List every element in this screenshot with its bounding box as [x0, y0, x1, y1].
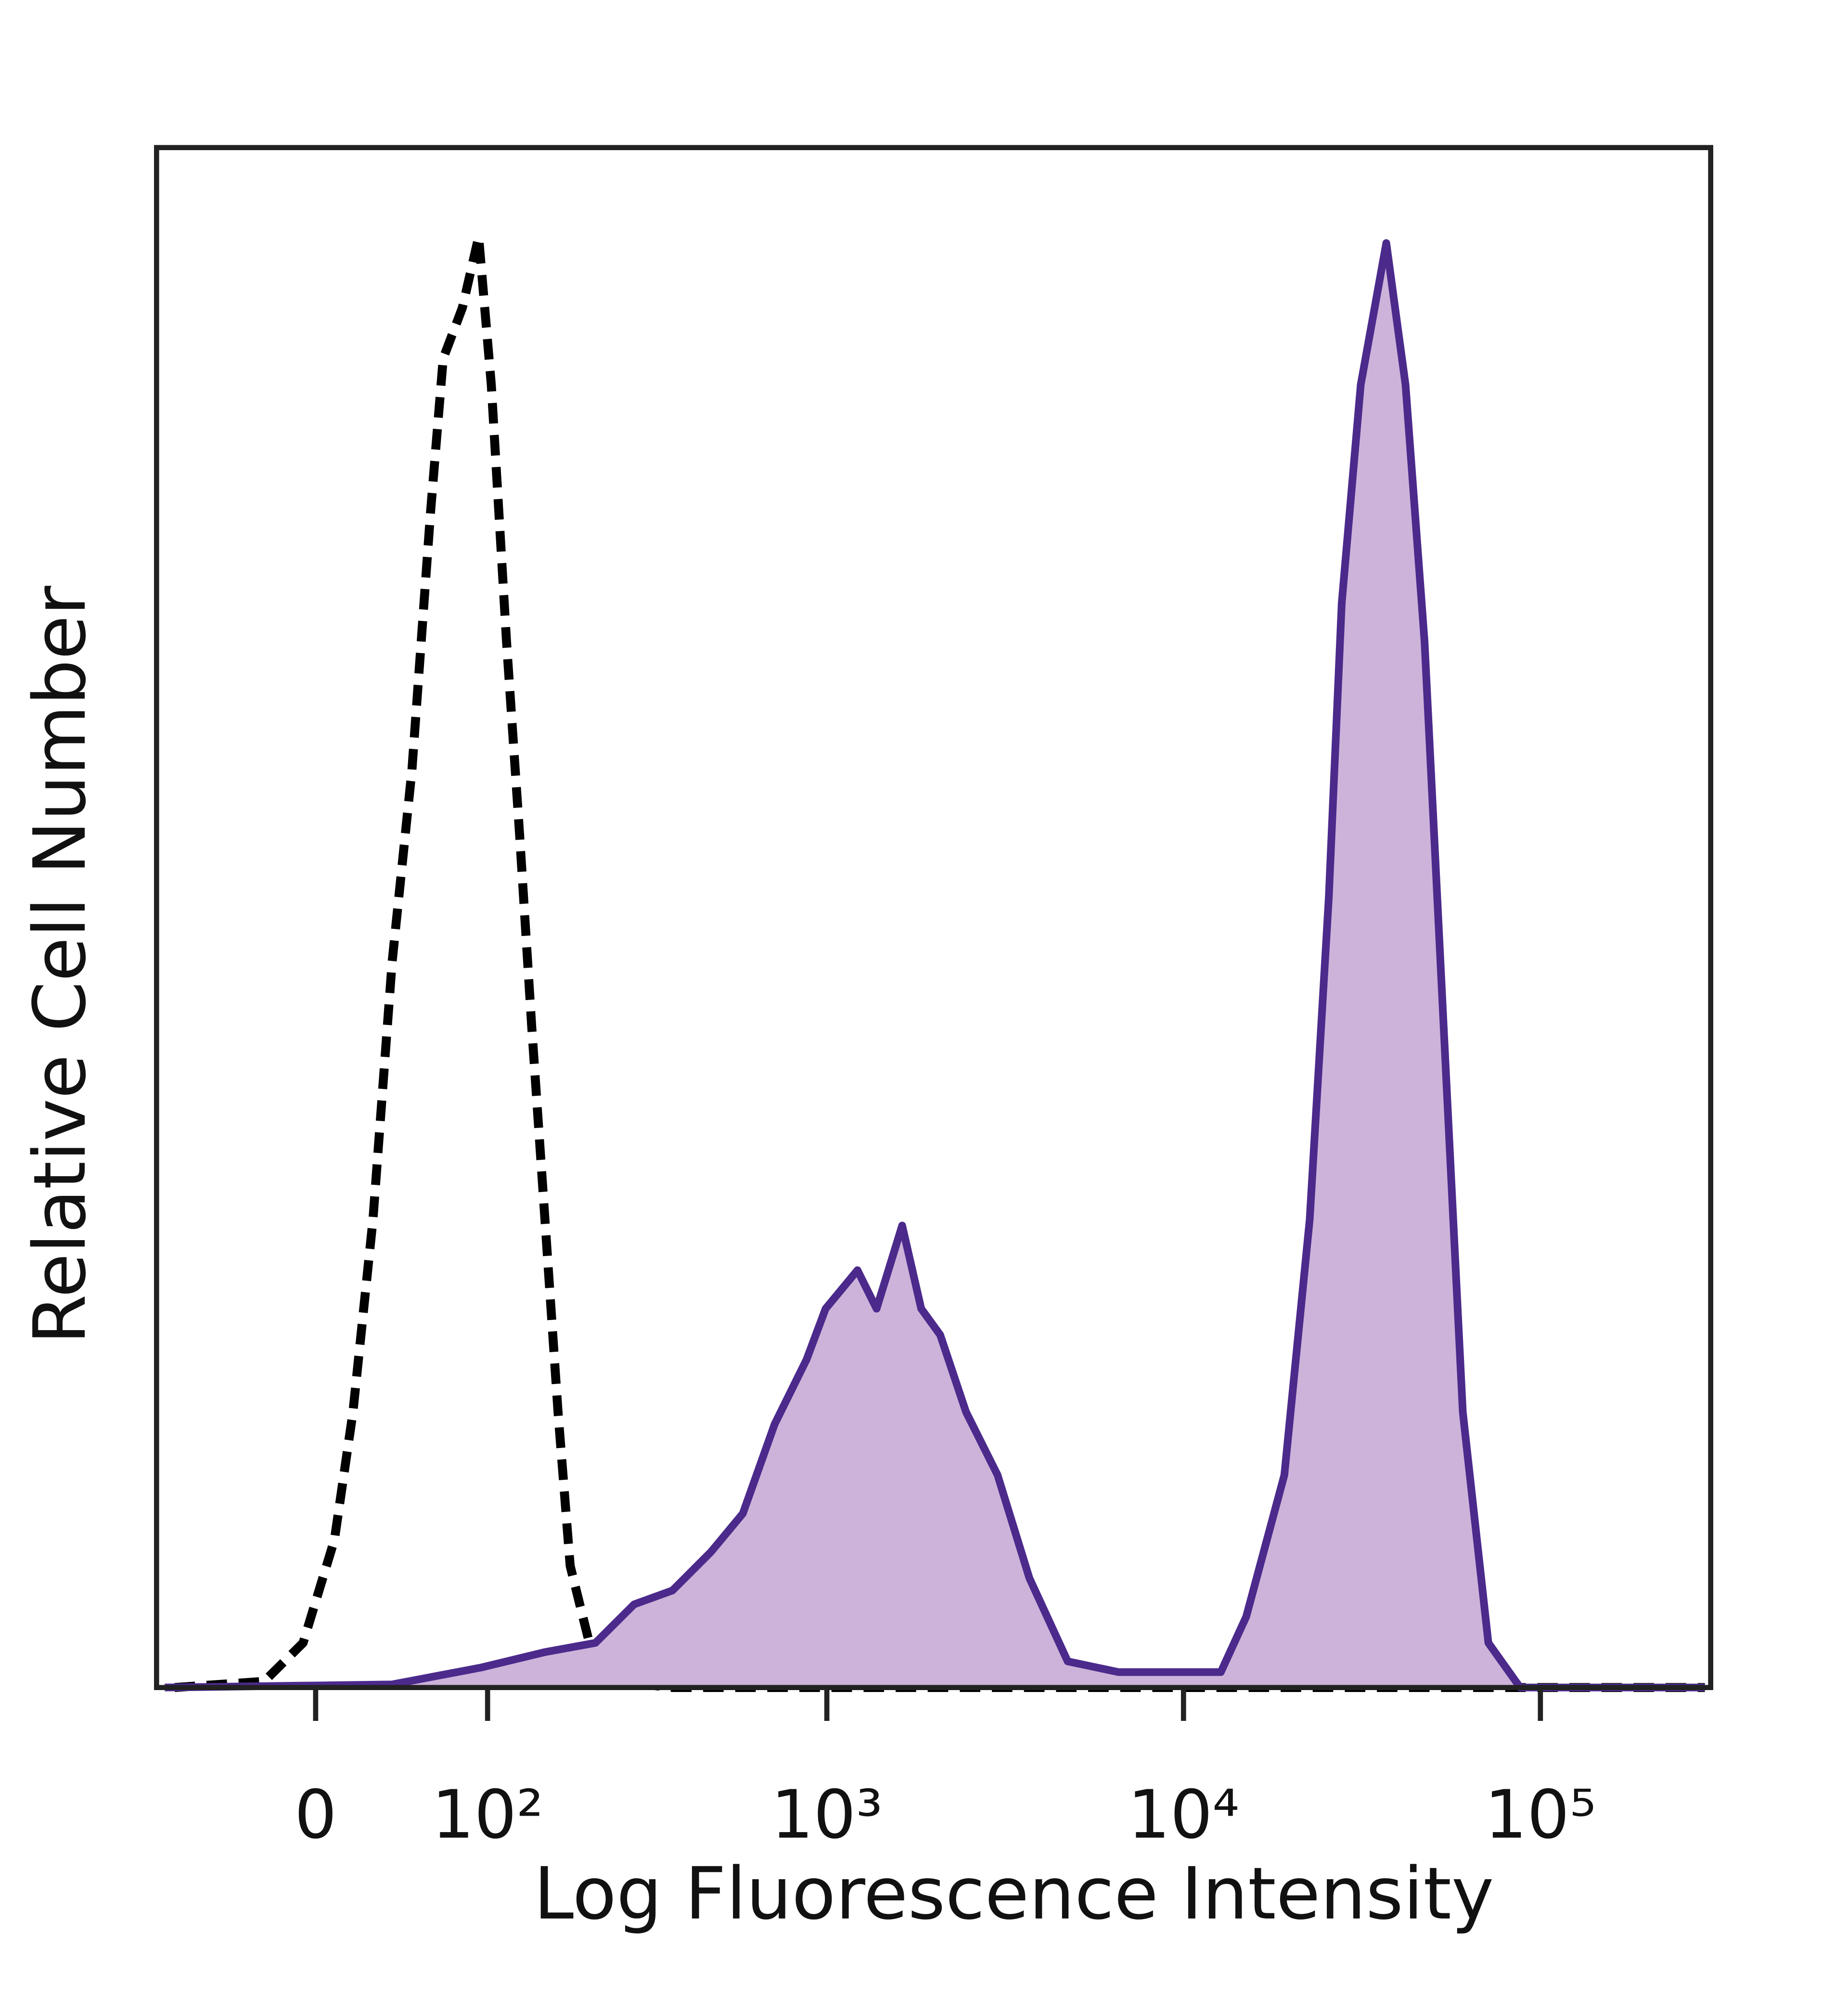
area-fill — [165, 243, 1705, 1688]
histogram-line — [165, 239, 1705, 1692]
x-tick-label: 10³ — [771, 1776, 883, 1854]
x-tick-label: 10⁵ — [1485, 1776, 1596, 1854]
y-axis-label: Relative Cell Number — [18, 586, 102, 1345]
x-tick-label: 0 — [295, 1776, 337, 1854]
x-axis-label: Log Fluorescence Intensity — [534, 1852, 1494, 1936]
histogram-line — [174, 232, 1705, 1692]
x-tick-label: 10² — [432, 1776, 543, 1854]
plot-frame — [154, 145, 1713, 1690]
x-tick-label: 10⁴ — [1128, 1776, 1239, 1854]
